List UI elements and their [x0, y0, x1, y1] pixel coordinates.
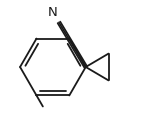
Text: N: N [48, 6, 58, 19]
